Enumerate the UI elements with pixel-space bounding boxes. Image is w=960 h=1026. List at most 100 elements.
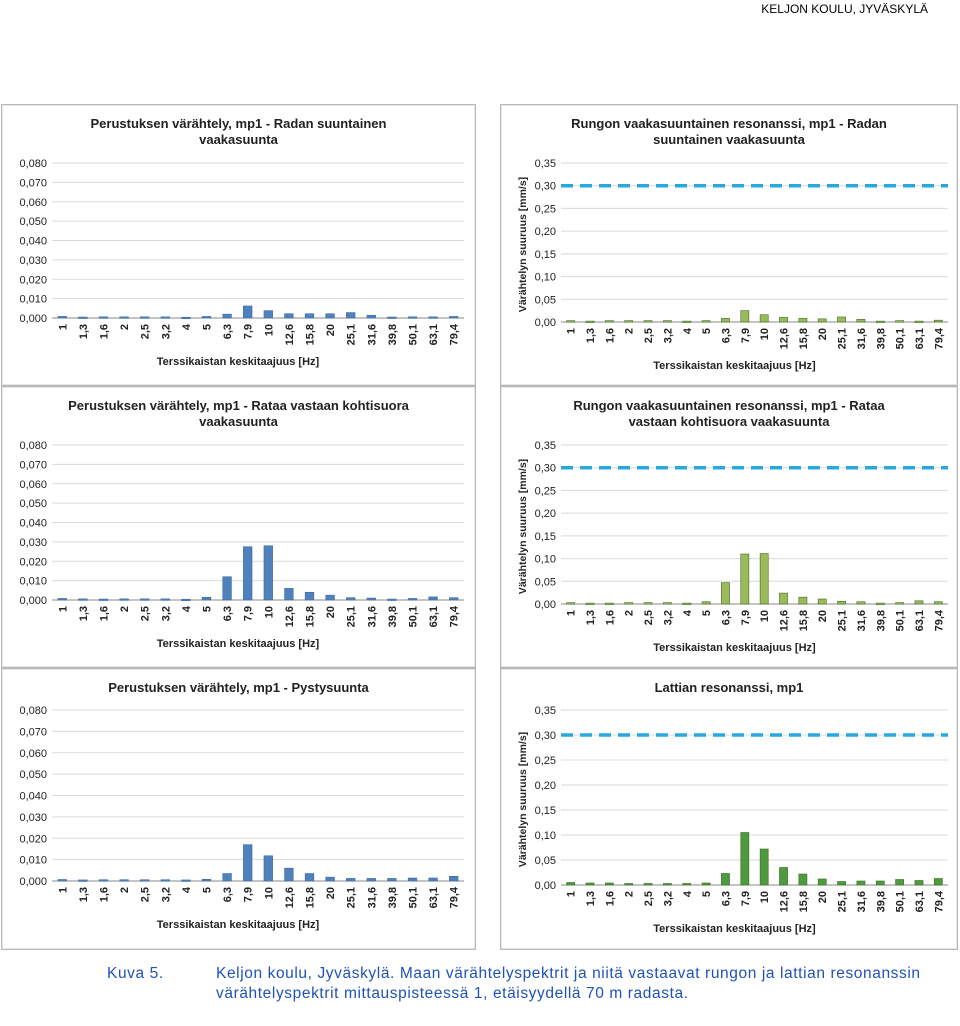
- bar-1-6: [605, 602, 614, 605]
- x-tick-label: 1: [566, 610, 578, 616]
- bar-1: [566, 320, 576, 323]
- bar-20: [325, 594, 335, 601]
- bar-39-8: [387, 598, 397, 601]
- x-tick-label: 12,6: [779, 891, 791, 912]
- y-tick-label: 0,010: [19, 576, 47, 588]
- x-tick-label: 5: [701, 610, 713, 616]
- x-tick-label: 2,5: [140, 606, 152, 621]
- x-tick-label: 15,8: [798, 328, 810, 349]
- bar-79-4: [933, 319, 943, 323]
- y-tick-label: 0,070: [19, 459, 47, 471]
- chart-plot: 0,000 0,010 0,020 0,030 0,040 0,050 0,060 0,070…: [19, 440, 464, 650]
- y-tick-label: 0,040: [19, 791, 47, 803]
- x-tick-label: 20: [325, 606, 337, 618]
- y-tick-label: 0,020: [19, 833, 47, 845]
- x-tick-label: 5: [202, 324, 214, 330]
- bar-31-6: [366, 597, 376, 601]
- y-tick-label: 0,000: [19, 595, 47, 607]
- y-tick-label: 0,060: [19, 197, 47, 209]
- bar-12-6: [779, 592, 788, 605]
- bar-3-2: [663, 883, 672, 886]
- y-tick-label: 0,080: [19, 158, 47, 170]
- bar-39-8: [875, 602, 885, 605]
- bar-1-6: [605, 882, 614, 886]
- bar-2-5: [140, 316, 150, 319]
- bar-79-4: [933, 601, 943, 605]
- y-tick-label: 0,060: [19, 748, 47, 760]
- bar-15-8: [304, 873, 315, 882]
- x-axis-title: Terssikaistan keskitaajuus [Hz]: [157, 638, 320, 650]
- x-tick-label: 2: [119, 606, 131, 612]
- bar-1-6: [98, 316, 109, 319]
- y-tick-label: 0,020: [19, 274, 47, 286]
- x-tick-label: 7,9: [243, 606, 255, 621]
- y-tick-label: 0,010: [19, 855, 47, 867]
- y-tick-label: 0,30: [535, 730, 556, 742]
- x-tick-label: 31,6: [366, 324, 378, 345]
- x-tick-label: 1: [57, 887, 69, 893]
- bar-63-1: [428, 316, 438, 319]
- y-axis-title: Värähtelyn suuruus [mm/s]: [517, 732, 529, 867]
- bar-1-3: [585, 320, 595, 323]
- x-tick-label: 39,8: [875, 610, 887, 631]
- bar-1: [566, 602, 576, 605]
- bar-1-3: [78, 316, 88, 319]
- bar-15-8: [798, 596, 808, 605]
- x-tick-label: 31,6: [366, 606, 378, 627]
- y-tick-label: 0,15: [535, 531, 556, 543]
- y-tick-label: 0,030: [19, 812, 47, 824]
- y-tick-label: 0,20: [535, 780, 556, 792]
- x-tick-label: 10: [759, 328, 771, 340]
- chart-panel-foundation-perpendicular: Perustuksen värähtely, mp1 - Rataa vasta…: [1, 386, 476, 668]
- x-tick-label: 10: [263, 887, 275, 899]
- y-tick-label: 0,25: [535, 485, 556, 497]
- x-tick-label: 50,1: [895, 610, 907, 631]
- x-tick-label: 5: [202, 887, 214, 893]
- chart-title: Perustuksen värähtely, mp1 - Pystysuunta: [108, 680, 369, 695]
- x-tick-label: 6,3: [222, 324, 234, 339]
- bar-6-3: [222, 313, 232, 319]
- bar-3-2: [663, 320, 672, 323]
- bar-39-8: [875, 880, 885, 886]
- bar-63-1: [428, 877, 438, 882]
- x-tick-label: 25,1: [837, 610, 849, 631]
- bar-1: [57, 316, 67, 319]
- y-tick-label: 0,060: [19, 479, 47, 491]
- bar-31-6: [856, 318, 866, 323]
- bar-4: [682, 602, 692, 605]
- y-tick-label: 0,000: [19, 876, 47, 888]
- bar-2-5: [643, 602, 653, 605]
- x-tick-label: 31,6: [856, 328, 868, 349]
- chart-title: Perustuksen värähtely, mp1 - Radan suunt…: [90, 116, 387, 147]
- y-tick-label: 0,15: [535, 249, 556, 261]
- y-axis-title: Värähtelyn suuruus [mm/s]: [517, 459, 529, 594]
- x-tick-label: 7,9: [243, 324, 255, 339]
- bar-12-6: [779, 867, 788, 886]
- x-tick-label: 15,8: [305, 606, 317, 627]
- bar-25-1: [346, 878, 356, 882]
- chart-panel-floor-resonance: Lattian resonanssi, mp1 0,00 0,05 0,10 0,15…: [500, 668, 958, 950]
- x-tick-label: 31,6: [856, 610, 868, 631]
- bar-79-4: [449, 597, 459, 601]
- x-tick-label: 12,6: [284, 324, 296, 345]
- y-tick-label: 0,35: [535, 158, 556, 170]
- x-tick-label: 12,6: [284, 606, 296, 627]
- x-tick-label: 1,3: [78, 324, 90, 339]
- y-tick-label: 0,00: [535, 599, 556, 611]
- x-tick-label: 3,2: [662, 328, 674, 343]
- x-tick-label: 3,2: [160, 887, 172, 902]
- bar-50-1: [407, 877, 418, 882]
- bar-3-2: [160, 879, 170, 882]
- x-tick-label: 20: [817, 891, 829, 903]
- x-tick-label: 2: [119, 887, 131, 893]
- x-tick-label: 6,3: [720, 891, 732, 906]
- x-axis-title: Terssikaistan keskitaajuus [Hz]: [157, 356, 320, 368]
- bar-1-6: [98, 879, 109, 882]
- x-tick-label: 3,2: [662, 610, 674, 625]
- bar-79-4: [933, 878, 943, 886]
- chart-plot: 0,00 0,05 0,10 0,15 0,20 0,25 0,30 0,35 1 1,3 1,6 2…: [517, 440, 948, 654]
- chart-plot: 0,00 0,05 0,10 0,15 0,20 0,25 0,30 0,35 1 1,3 1,6 2…: [517, 158, 948, 372]
- x-tick-label: 1,3: [585, 328, 597, 343]
- bar-50-1: [407, 316, 418, 319]
- bar-6-3: [721, 873, 730, 886]
